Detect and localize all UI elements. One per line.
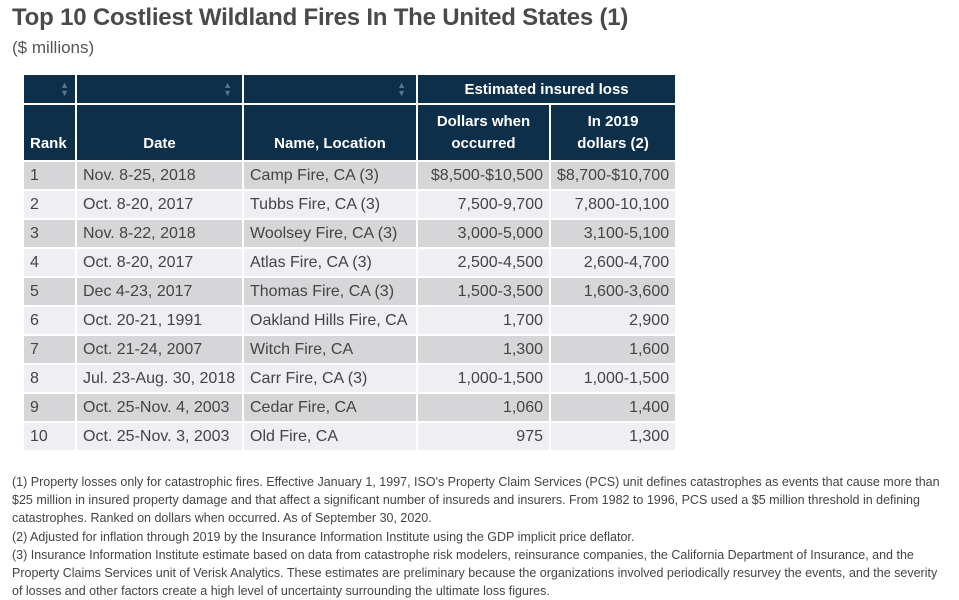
- dollars-when-occurred-cell: $8,500-$10,500: [416, 160, 551, 191]
- date-cell: Oct. 8-20, 2017: [75, 247, 244, 278]
- rank-cell: 2: [22, 189, 77, 220]
- name-location-cell: Oakland Hills Fire, CA: [242, 305, 418, 336]
- header-line: In 2019: [587, 113, 639, 130]
- rank-cell: 8: [22, 363, 77, 394]
- date-cell: Oct. 25-Nov. 3, 2003: [75, 421, 244, 452]
- date-cell: Oct. 25-Nov. 4, 2003: [75, 392, 244, 423]
- table-row: 2 Oct. 8-20, 2017 Tubbs Fire, CA (3) 7,500-…: [22, 189, 678, 220]
- in-2019-dollars-header[interactable]: In 2019 dollars (2): [548, 103, 678, 162]
- sort-arrows-icon[interactable]: ▲ ▼: [60, 80, 69, 98]
- name-location-cell: Thomas Fire, CA (3): [242, 276, 418, 307]
- in-2019-dollars-cell: 7,800-10,100: [548, 189, 678, 220]
- rank-cell: 9: [22, 392, 77, 423]
- in-2019-dollars-cell: 1,600-3,600: [548, 276, 678, 307]
- table-header-row-bottom: Rank Date Name, Location Dollars when oc…: [22, 103, 678, 162]
- rank-cell: 6: [22, 305, 77, 336]
- name-location-cell: Atlas Fire, CA (3): [242, 247, 418, 278]
- header-line: dollars (2): [577, 135, 649, 152]
- header-line: occurred: [451, 135, 516, 152]
- date-cell: Dec 4-23, 2017: [75, 276, 244, 307]
- rank-cell: 5: [22, 276, 77, 307]
- name-location-cell: Camp Fire, CA (3): [242, 160, 418, 191]
- dollars-when-occurred-header[interactable]: Dollars when occurred: [416, 103, 551, 162]
- header-line: Dollars when: [436, 113, 531, 130]
- sort-arrows-icon[interactable]: ▲ ▼: [397, 80, 406, 98]
- name-location-cell: Witch Fire, CA: [242, 334, 418, 365]
- dollars-when-occurred-cell: 1,700: [416, 305, 551, 336]
- rank-cell: 10: [22, 421, 77, 452]
- footnotes: (1) Property losses only for catastrophi…: [12, 473, 947, 600]
- date-cell: Nov. 8-22, 2018: [75, 218, 244, 249]
- in-2019-dollars-cell: 1,000-1,500: [548, 363, 678, 394]
- footnote-1: (1) Property losses only for catastrophi…: [12, 475, 940, 526]
- dollars-when-occurred-cell: 1,500-3,500: [416, 276, 551, 307]
- rank-cell: 1: [22, 160, 77, 191]
- page-title: Top 10 Costliest Wildland Fires In The U…: [12, 4, 629, 31]
- table-row: 1 Nov. 8-25, 2018 Camp Fire, CA (3) $8,500-…: [22, 160, 678, 191]
- dollars-when-occurred-cell: 7,500-9,700: [416, 189, 551, 220]
- table-row: 8 Jul. 23-Aug. 30, 2018 Carr Fire, CA (3) 1…: [22, 363, 678, 394]
- in-2019-dollars-cell: 3,100-5,100: [548, 218, 678, 249]
- fires-table-body: 1 Nov. 8-25, 2018 Camp Fire, CA (3) $8,500-…: [22, 160, 678, 452]
- in-2019-dollars-cell: 2,900: [548, 305, 678, 336]
- in-2019-dollars-cell: 1,600: [548, 334, 678, 365]
- in-2019-dollars-cell: 2,600-4,700: [548, 247, 678, 278]
- name-location-cell: Old Fire, CA: [242, 421, 418, 452]
- table-row: 3 Nov. 8-22, 2018 Woolsey Fire, CA (3) 3,00…: [22, 218, 678, 249]
- dollars-when-occurred-cell: 3,000-5,000: [416, 218, 551, 249]
- date-cell: Jul. 23-Aug. 30, 2018: [75, 363, 244, 394]
- table-row: 10 Oct. 25-Nov. 3, 2003 Old Fire, CA 975 1,3…: [22, 421, 678, 452]
- date-cell: Nov. 8-25, 2018: [75, 160, 244, 191]
- rank-cell: 4: [22, 247, 77, 278]
- date-header[interactable]: Date: [75, 103, 244, 162]
- table-header-row-top: ▲ ▼ ▲ ▼ ▲ ▼ Estimated insured loss: [22, 73, 678, 105]
- dollars-when-occurred-cell: 1,300: [416, 334, 551, 365]
- sort-arrows-icon[interactable]: ▲ ▼: [223, 80, 232, 98]
- name-location-cell: Carr Fire, CA (3): [242, 363, 418, 394]
- estimated-insured-loss-header: Estimated insured loss: [415, 73, 678, 105]
- date-cell: Oct. 21-24, 2007: [75, 334, 244, 365]
- dollars-when-occurred-cell: 1,060: [416, 392, 551, 423]
- in-2019-dollars-cell: 1,400: [548, 392, 678, 423]
- rank-cell: 7: [22, 334, 77, 365]
- table-row: 6 Oct. 20-21, 1991 Oakland Hills Fire, CA 1…: [22, 305, 678, 336]
- name-sort-header[interactable]: ▲ ▼: [242, 73, 418, 105]
- name-location-cell: Woolsey Fire, CA (3): [242, 218, 418, 249]
- date-cell: Oct. 8-20, 2017: [75, 189, 244, 220]
- table-row: 4 Oct. 8-20, 2017 Atlas Fire, CA (3) 2,500-…: [22, 247, 678, 278]
- rank-sort-header[interactable]: ▲ ▼: [22, 73, 77, 105]
- dollars-when-occurred-cell: 975: [416, 421, 551, 452]
- rank-header[interactable]: Rank: [22, 103, 77, 162]
- fires-table: ▲ ▼ ▲ ▼ ▲ ▼ Estimated insured loss Rank Dat…: [22, 73, 678, 452]
- dollars-when-occurred-cell: 2,500-4,500: [416, 247, 551, 278]
- in-2019-dollars-cell: 1,300: [548, 421, 678, 452]
- footnote-2: (2) Adjusted for inflation through 2019 …: [12, 529, 635, 544]
- date-sort-header[interactable]: ▲ ▼: [75, 73, 244, 105]
- table-row: 9 Oct. 25-Nov. 4, 2003 Cedar Fire, CA 1,060…: [22, 392, 678, 423]
- name-location-cell: Cedar Fire, CA: [242, 392, 418, 423]
- rank-cell: 3: [22, 218, 77, 249]
- table-row: 5 Dec 4-23, 2017 Thomas Fire, CA (3) 1,500-…: [22, 276, 678, 307]
- name-location-header[interactable]: Name, Location: [242, 103, 418, 162]
- page-subtitle: ($ millions): [12, 38, 95, 57]
- date-cell: Oct. 20-21, 1991: [75, 305, 244, 336]
- name-location-cell: Tubbs Fire, CA (3): [242, 189, 418, 220]
- dollars-when-occurred-cell: 1,000-1,500: [416, 363, 551, 394]
- in-2019-dollars-cell: $8,700-$10,700: [548, 160, 678, 191]
- table-row: 7 Oct. 21-24, 2007 Witch Fire, CA 1,300 1,60…: [22, 334, 678, 365]
- footnote-3: (3) Insurance Information Institute esti…: [12, 547, 938, 599]
